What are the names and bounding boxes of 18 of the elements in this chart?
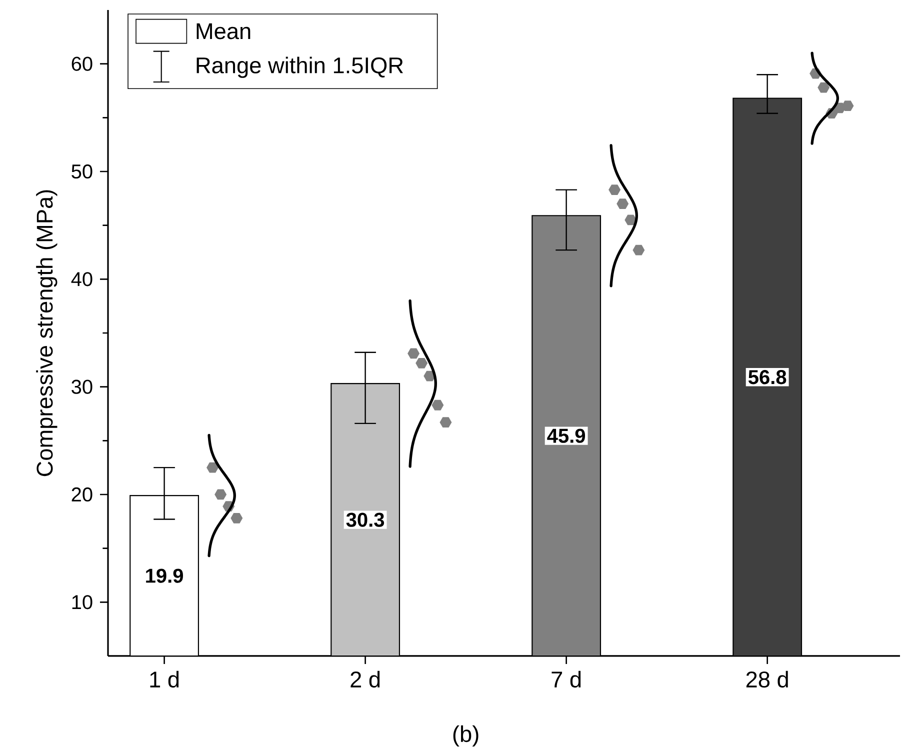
text: (b) — [453, 725, 478, 747]
y-tick-label: 20 — [72, 487, 92, 502]
y-tick-label: 10 — [72, 595, 92, 610]
data-label: 19.9 — [146, 568, 183, 583]
y-tick-label: 60 — [72, 56, 92, 71]
y-tick-label: 30 — [72, 380, 92, 394]
x-tick-label: 28 d — [746, 670, 788, 688]
legend-label: Mean — [196, 23, 250, 40]
x-tick-label: 7 d — [552, 670, 581, 688]
data-label: 56.8 — [748, 370, 786, 384]
x-tick-label: 1 d — [150, 670, 179, 688]
data-label: 45.9 — [547, 428, 586, 443]
annotation: Range within 1.5IQR — [196, 56, 403, 78]
y-tick-label: 40 — [71, 272, 92, 286]
y-tick-label: 50 — [72, 164, 92, 179]
y-axis-title: Compressive strength (MPa) — [36, 190, 58, 476]
data-label: 30.3 — [346, 512, 384, 527]
x-tick-label: 2 d — [350, 670, 380, 688]
